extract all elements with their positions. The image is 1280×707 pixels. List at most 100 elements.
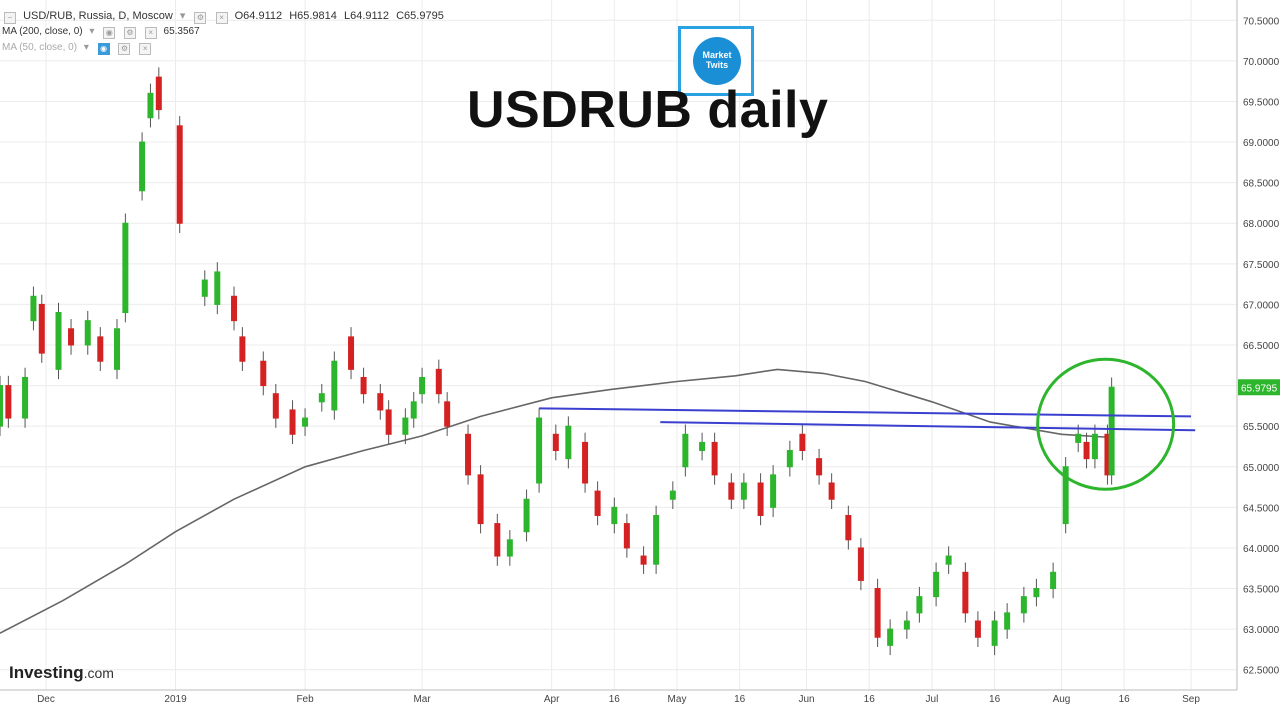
candle-body	[653, 514, 660, 565]
candle-body	[582, 441, 589, 484]
candle-body	[97, 336, 104, 362]
x-tick-label: Jun	[798, 694, 814, 705]
candle-body	[903, 620, 910, 630]
candle-body	[611, 506, 618, 525]
candle-body	[945, 555, 952, 565]
y-tick-label: 70.0000	[1243, 57, 1280, 68]
collapse-icon[interactable]: −	[4, 12, 16, 24]
candle-body	[770, 474, 777, 508]
candle-body	[1075, 433, 1082, 443]
ma200-value: 65.3567	[163, 26, 200, 37]
y-tick-label: 64.5000	[1243, 503, 1280, 514]
candle-body	[410, 401, 417, 419]
candle-body	[740, 482, 747, 500]
high-value: H65.9814	[289, 10, 337, 22]
symbol-header: − USD/RUB, Russia, D, Moscow ▾ ⚙ × O64.9…	[2, 9, 448, 24]
visibility-icon[interactable]: ◉	[97, 43, 110, 55]
resistance-trendline	[539, 407, 1192, 418]
candle-body	[874, 588, 881, 638]
resistance-trendline	[660, 421, 1196, 432]
close-icon[interactable]: ×	[215, 12, 228, 24]
chart-title: USDRUB daily	[467, 81, 829, 139]
dropdown-icon[interactable]: ▾	[89, 26, 95, 37]
candle-body	[974, 620, 981, 638]
candle-body	[22, 376, 29, 419]
candle-body	[331, 360, 338, 411]
dropdown-icon[interactable]: ▾	[83, 42, 89, 53]
candle-body	[536, 417, 543, 484]
candle-body	[828, 482, 835, 500]
candle-body	[155, 76, 162, 111]
highlight-circle	[1036, 357, 1176, 491]
x-tick-label: Mar	[413, 694, 431, 705]
candle-body	[147, 92, 154, 119]
close-icon[interactable]: ×	[139, 43, 152, 55]
price-tag-bg	[1238, 379, 1280, 396]
x-tick-label: May	[668, 694, 687, 705]
y-tick-label: 63.0000	[1243, 625, 1280, 636]
candle-body	[114, 328, 121, 370]
candle-body	[348, 336, 355, 370]
candle-body	[640, 555, 647, 565]
settings-icon[interactable]: ⚙	[118, 43, 131, 55]
y-tick-label: 65.5000	[1243, 422, 1280, 433]
candle-body	[552, 433, 559, 452]
y-tick-label: 62.5000	[1243, 666, 1280, 677]
candle-body	[506, 539, 513, 557]
candle-body	[435, 368, 442, 395]
ma200-line	[0, 368, 1112, 634]
candles-layer	[0, 67, 1115, 656]
x-tick-label: 16	[609, 694, 621, 705]
y-tick-label: 70.5000	[1243, 16, 1280, 27]
candle-body	[377, 393, 384, 411]
trendlines-layer	[539, 357, 1196, 491]
candle-body	[385, 409, 392, 435]
candle-body	[565, 425, 572, 460]
candle-body	[962, 571, 969, 614]
candle-body	[523, 498, 530, 533]
candle-body	[887, 628, 894, 646]
candle-body	[444, 401, 451, 427]
y-tick-label: 69.5000	[1243, 97, 1280, 108]
candle-body	[757, 482, 764, 516]
candle-body	[594, 490, 601, 516]
candle-body	[318, 393, 325, 403]
candle-body	[1020, 596, 1027, 614]
candle-body	[38, 303, 45, 354]
candle-body	[916, 596, 923, 614]
dropdown-icon[interactable]: ▾	[179, 10, 186, 22]
x-tick-label: 16	[864, 694, 876, 705]
candle-body	[465, 433, 472, 476]
candle-body	[68, 328, 75, 346]
investing-brand: Investing.com	[9, 663, 114, 683]
candle-body	[786, 450, 793, 468]
gridlines	[0, 0, 1237, 690]
close-icon[interactable]: ×	[144, 27, 157, 39]
visibility-icon[interactable]: ◉	[103, 27, 116, 39]
candle-body	[816, 458, 823, 476]
y-tick-label: 67.0000	[1243, 300, 1280, 311]
y-tick-label: 67.5000	[1243, 260, 1280, 271]
price-tag-label: 65.9795	[1241, 383, 1278, 394]
candle-body	[122, 222, 129, 314]
candle-body	[260, 360, 267, 387]
candle-body	[1050, 571, 1057, 590]
candle-body	[139, 141, 146, 192]
candle-body	[201, 279, 208, 297]
settings-icon[interactable]: ⚙	[194, 12, 207, 24]
y-tick-label: 68.5000	[1243, 179, 1280, 190]
candle-body	[84, 320, 91, 346]
candle-body	[494, 523, 501, 557]
settings-icon[interactable]: ⚙	[123, 27, 136, 39]
ma50-label: MA (50, close, 0)	[2, 42, 78, 53]
candle-body	[682, 433, 689, 468]
open-value: O64.9112	[234, 10, 283, 22]
candle-body	[1083, 441, 1090, 460]
x-tick-label: 16	[1119, 694, 1131, 705]
symbol-label: USD/RUB, Russia, D, Moscow	[23, 10, 173, 22]
y-tick-label: 63.5000	[1243, 585, 1280, 596]
candle-body	[0, 385, 3, 427]
candle-body	[272, 393, 279, 419]
brand-name: Investing	[9, 663, 84, 682]
